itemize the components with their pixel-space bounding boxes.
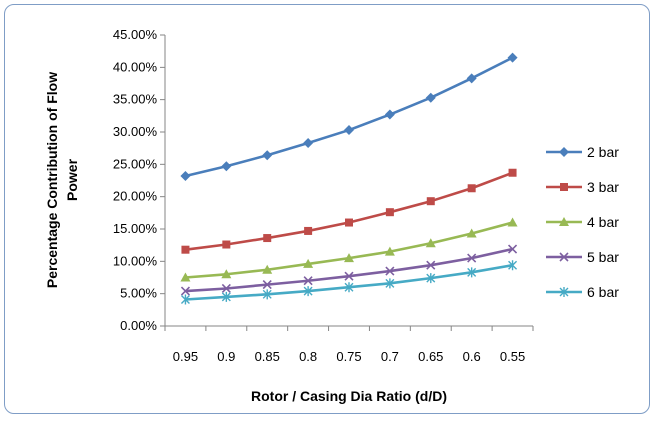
series-layer [180,52,518,305]
y-tick-label: 30.00% [113,124,158,139]
data-point [303,137,314,148]
series-group [180,217,518,282]
chart-frame: Percentage Contribution of Flow Power Ro… [4,4,650,414]
data-point [303,276,313,286]
data-point [262,280,272,290]
data-point [466,228,477,238]
legend-marker [559,147,569,157]
x-tick-label: 0.55 [500,349,525,364]
y-tick-label: 0.00% [120,318,157,333]
legend-marker [559,287,569,297]
data-point [466,73,477,84]
data-point [262,289,272,300]
line-chart: Percentage Contribution of Flow Power Ro… [44,27,619,404]
series-group [181,168,517,254]
data-point [344,282,354,293]
data-point [507,244,518,254]
data-point [508,168,517,177]
data-point [180,170,191,181]
data-point [467,253,477,263]
data-point [221,283,231,294]
series-group [180,52,518,181]
legend-label: 2 bar [587,144,619,160]
data-point [221,161,232,172]
y-axis-title-line-2: Power [64,158,80,201]
data-point [221,269,232,279]
legend-marker [559,217,569,226]
data-point [262,150,273,161]
y-axis-title: Percentage Contribution of Flow Power [44,72,80,288]
data-point [426,273,436,284]
data-point [221,291,231,302]
legend-marker [560,183,568,191]
data-point [426,197,435,206]
data-point [426,260,436,270]
y-tick-label: 15.00% [113,221,158,236]
data-point [180,294,190,305]
data-point [303,258,314,268]
x-tick-label: 0.8 [299,349,317,364]
data-point [425,238,436,248]
x-tick-label: 0.95 [173,349,198,364]
legend: 2 bar 3 bar 4 bar 5 bar 6 bar [546,144,619,300]
y-tick-label: 10.00% [113,253,158,268]
data-point [507,52,518,63]
data-point [384,246,395,256]
legend-item: 4 bar [546,214,619,230]
x-tick-label: 0.65 [418,349,443,364]
legend-item: 5 bar [546,249,619,265]
data-point [345,218,353,227]
y-axis-title-line-1: Percentage Contribution of Flow [44,72,60,288]
x-tick-label: 0.9 [217,349,235,364]
x-tick-label: 0.7 [381,349,399,364]
series-line [185,56,514,178]
y-tick-label: 45.00% [113,27,158,42]
data-point [385,278,395,289]
y-axis-ticks: 0.00% 5.00% 10.00% 15.00% 20.00% 25.00% 30.00%… [113,27,165,333]
data-point [508,260,518,271]
series-line [185,221,513,279]
legend-label: 4 bar [587,214,619,230]
x-axis-title: Rotor / Casing Dia Ratio (d/D) [251,388,447,404]
data-point [344,125,354,136]
data-point [262,264,273,274]
data-point [385,266,395,276]
data-point [467,267,477,278]
data-point [304,226,313,235]
x-axis-ticks: 0.95 0.9 0.85 0.8 0.75 0.7 0.65 0.6 0.55 [164,326,534,364]
y-tick-label: 5.00% [120,286,157,301]
y-tick-label: 40.00% [113,59,158,74]
x-tick-label: 0.85 [255,349,280,364]
y-tick-label: 35.00% [113,92,158,107]
x-tick-label: 0.75 [336,349,361,364]
data-point [222,240,231,249]
data-point [303,286,313,297]
data-point [384,109,395,120]
legend-label: 3 bar [587,179,619,195]
data-point [344,253,354,263]
y-tick-label: 25.00% [113,156,158,171]
data-point [180,272,191,282]
y-tick-label: 20.00% [113,189,158,204]
data-point [180,286,191,296]
data-point [425,92,436,103]
legend-item: 6 bar [546,284,619,300]
legend-label: 6 bar [587,284,619,300]
legend-item: 3 bar [546,179,619,195]
legend-item: 2 bar [546,144,619,160]
x-tick-label: 0.6 [463,349,481,364]
data-point [385,208,394,217]
data-point [344,271,354,281]
series-line [185,171,514,251]
legend-label: 5 bar [587,249,619,265]
series-group [180,260,518,305]
data-point [263,234,272,243]
series-group [180,244,518,296]
data-point [507,217,518,227]
legend-marker [559,252,569,262]
data-point [181,245,190,254]
data-point [467,184,476,193]
